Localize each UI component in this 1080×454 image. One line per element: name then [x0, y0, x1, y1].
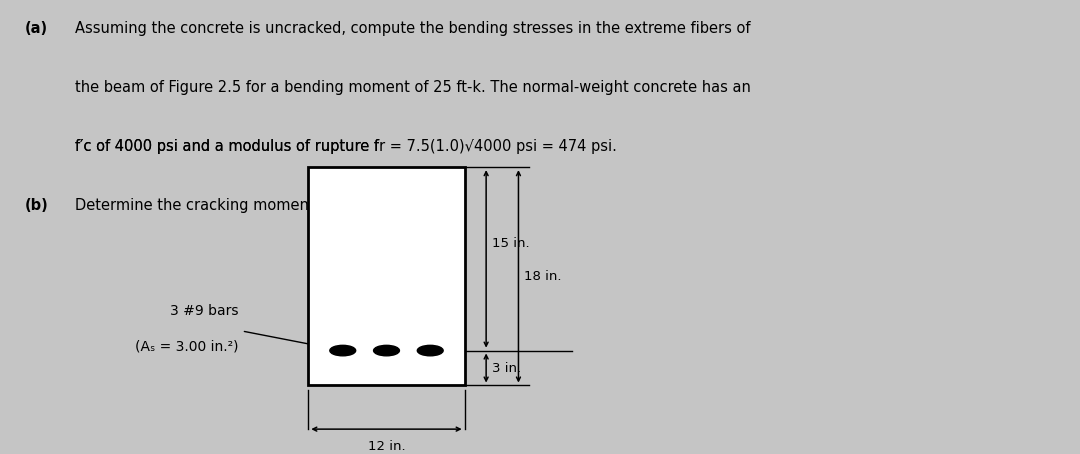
Text: 3 in.: 3 in.	[491, 361, 521, 375]
Text: f′c of 4000 psi and a modulus of rupture fr = 7.5(1.0)√4000 psi = 474 psi.: f′c of 4000 psi and a modulus of rupture…	[75, 139, 617, 154]
Text: Assuming the concrete is uncracked, compute the bending stresses in the extreme : Assuming the concrete is uncracked, comp…	[75, 21, 751, 36]
Circle shape	[374, 345, 400, 356]
Text: (a): (a)	[25, 21, 49, 36]
Text: f′c of 4000 psi and a modulus of rupture f: f′c of 4000 psi and a modulus of rupture…	[75, 139, 379, 154]
Text: 18 in.: 18 in.	[524, 270, 562, 283]
Text: the beam of Figure 2.5 for a bending moment of 25 ft-k. The normal-weight concre: the beam of Figure 2.5 for a bending mom…	[75, 80, 751, 95]
Text: 3 #9 bars: 3 #9 bars	[170, 304, 239, 318]
Text: 12 in.: 12 in.	[367, 440, 405, 453]
Text: 15 in.: 15 in.	[491, 237, 529, 250]
Text: (b): (b)	[25, 198, 49, 213]
Text: (Aₛ = 3.00 in.²): (Aₛ = 3.00 in.²)	[135, 339, 239, 353]
Bar	[309, 167, 464, 385]
Circle shape	[329, 345, 355, 356]
Circle shape	[417, 345, 443, 356]
Text: Determine the cracking moment of the section.: Determine the cracking moment of the sec…	[75, 198, 423, 213]
